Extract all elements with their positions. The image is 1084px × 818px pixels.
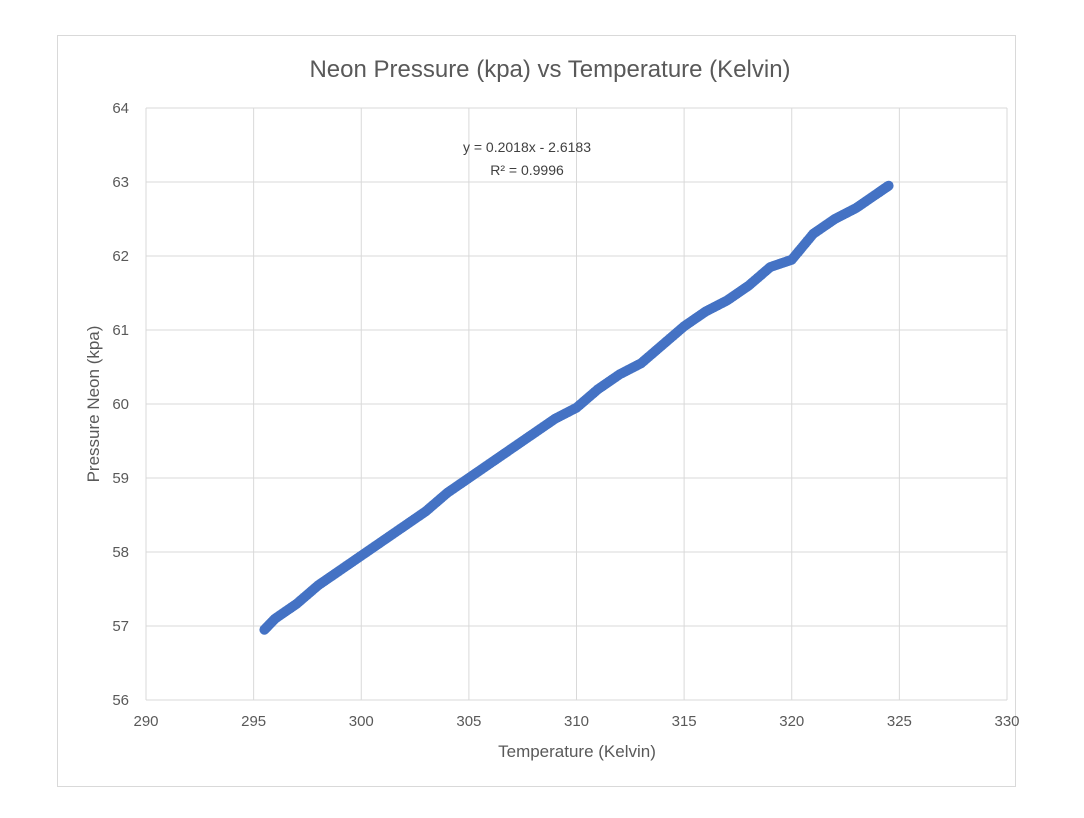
x-tick-labels: 290 295 300 305 310 315 320 325 330 xyxy=(133,713,1019,730)
y-tick-labels: 56 57 58 59 60 61 62 63 64 xyxy=(112,100,129,709)
x-tick-label: 290 xyxy=(133,713,158,730)
y-tick-label: 57 xyxy=(112,618,129,635)
r-squared-value: R² = 0.9996 xyxy=(490,162,564,178)
y-tick-label: 56 xyxy=(112,692,129,709)
y-tick-label: 60 xyxy=(112,396,129,413)
y-tick-label: 59 xyxy=(112,470,129,487)
y-tick-label: 62 xyxy=(112,248,129,265)
x-tick-label: 310 xyxy=(564,713,589,730)
x-tick-label: 325 xyxy=(887,713,912,730)
y-tick-label: 61 xyxy=(112,322,129,339)
trendline-equation: y = 0.2018x - 2.6183 xyxy=(463,139,591,155)
y-axis-label: Pressure Neon (kpa) xyxy=(84,326,103,483)
chart-title: Neon Pressure (kpa) vs Temperature (Kelv… xyxy=(309,56,790,83)
x-tick-label: 300 xyxy=(349,713,374,730)
data-point xyxy=(883,180,894,191)
x-tick-label: 330 xyxy=(994,713,1019,730)
x-tick-label: 315 xyxy=(672,713,697,730)
x-axis-label: Temperature (Kelvin) xyxy=(498,742,656,761)
x-tick-label: 320 xyxy=(779,713,804,730)
x-tick-label: 295 xyxy=(241,713,266,730)
gridlines xyxy=(145,107,1008,701)
data-points xyxy=(259,180,894,635)
x-tick-label: 305 xyxy=(456,713,481,730)
y-tick-label: 58 xyxy=(112,544,129,561)
chart-area xyxy=(57,35,1016,787)
y-tick-label: 64 xyxy=(112,100,129,117)
y-tick-label: 63 xyxy=(112,174,129,191)
